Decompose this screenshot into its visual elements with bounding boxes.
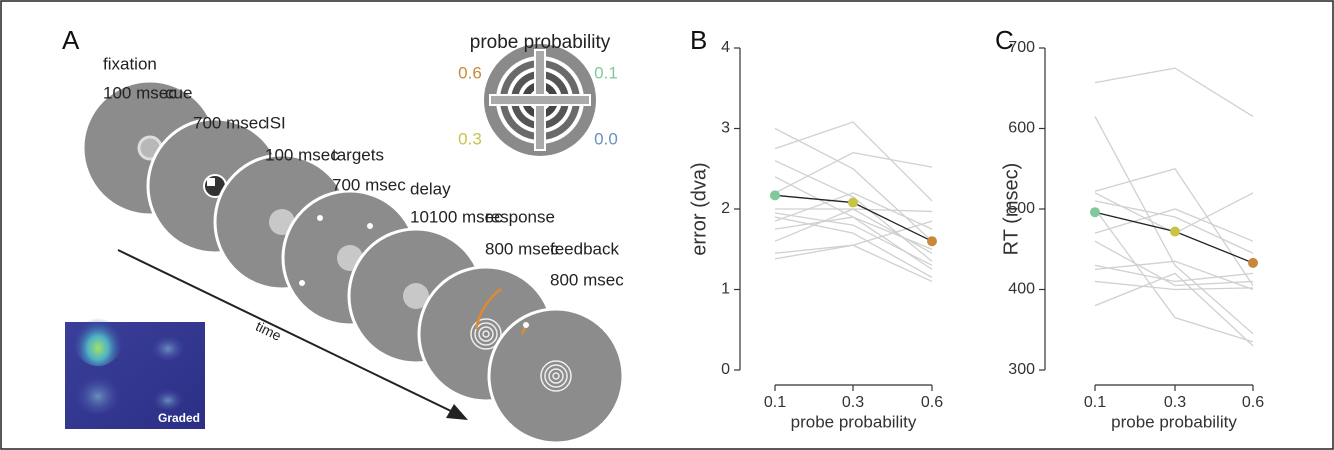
y-tick-label: 500 bbox=[1008, 200, 1035, 217]
subject-line bbox=[1094, 260, 1254, 291]
mean-point bbox=[927, 236, 937, 247]
x-tick-label: 0.1 bbox=[764, 394, 786, 411]
x-tick-label: 0.3 bbox=[842, 394, 864, 411]
subject-line bbox=[1094, 240, 1254, 287]
subject-line bbox=[774, 208, 933, 254]
mean-point bbox=[848, 197, 858, 208]
x-tick-label: 0.3 bbox=[1164, 394, 1186, 411]
y-tick-label: 3 bbox=[721, 120, 730, 137]
y-axis-label: error (dva) bbox=[688, 162, 710, 255]
probe-wheel bbox=[484, 44, 596, 156]
probe-label: 0.3 bbox=[458, 129, 482, 148]
y-tick-label: 4 bbox=[721, 39, 730, 56]
subject-line bbox=[1094, 208, 1254, 343]
subject-line bbox=[1094, 208, 1254, 242]
graded-inset bbox=[65, 306, 205, 429]
y-tick-label: 600 bbox=[1008, 120, 1035, 137]
subject-line bbox=[774, 151, 933, 194]
y-tick-label: 1 bbox=[721, 281, 730, 298]
x-axis-label: probe probability bbox=[791, 412, 917, 431]
subject-line bbox=[774, 160, 933, 262]
response-trace bbox=[474, 288, 502, 330]
probe-ring bbox=[552, 372, 560, 380]
y-tick-label: 2 bbox=[721, 200, 730, 217]
step-duration: 100 msec bbox=[103, 83, 177, 102]
panel-label: C bbox=[995, 25, 1014, 55]
probe-label: 0.0 bbox=[594, 129, 618, 148]
time-arrow bbox=[117, 249, 456, 414]
probe-ring bbox=[548, 368, 564, 384]
mean-point bbox=[1170, 226, 1180, 237]
panel-label: A bbox=[62, 25, 80, 55]
mean-point bbox=[1248, 257, 1258, 268]
target bbox=[367, 223, 373, 229]
trial-sequence bbox=[81, 79, 625, 445]
step-name: ISI bbox=[265, 113, 286, 132]
subject-line bbox=[1094, 272, 1254, 347]
step-name: cue bbox=[165, 83, 192, 102]
mean-point bbox=[1090, 207, 1100, 218]
step-duration: 700 msec bbox=[193, 113, 267, 132]
step-name: response bbox=[485, 207, 555, 226]
step-duration: 700 msec bbox=[332, 175, 406, 194]
cue-quadrant bbox=[207, 178, 215, 186]
probe-label: 0.6 bbox=[458, 63, 482, 82]
subject-line bbox=[774, 127, 933, 242]
trial-disc bbox=[487, 307, 625, 445]
step-duration: 800 msec bbox=[550, 270, 624, 289]
probe-ring bbox=[544, 364, 568, 388]
y-tick-label: 400 bbox=[1008, 281, 1035, 298]
probe-ring bbox=[474, 322, 498, 346]
target bbox=[317, 215, 323, 221]
x-tick-label: 0.6 bbox=[1242, 394, 1264, 411]
feedback-dot bbox=[523, 322, 529, 328]
subject-line bbox=[774, 121, 933, 202]
probe-label: 0.1 bbox=[594, 63, 618, 82]
subject-line bbox=[774, 220, 933, 260]
x-tick-label: 0.6 bbox=[921, 394, 943, 411]
inset-label: Graded bbox=[158, 411, 200, 425]
y-tick-label: 300 bbox=[1008, 361, 1035, 378]
subject-line bbox=[1094, 67, 1254, 117]
probe-ring bbox=[482, 330, 490, 338]
step-name: delay bbox=[410, 179, 451, 198]
subject-line bbox=[1094, 167, 1254, 286]
time-label: time bbox=[253, 318, 284, 344]
mean-line bbox=[1094, 211, 1254, 264]
y-tick-label: 700 bbox=[1008, 39, 1035, 56]
x-axis-label: probe probability bbox=[1111, 412, 1237, 431]
subject-line bbox=[1094, 264, 1254, 283]
subject-line bbox=[1094, 200, 1254, 254]
subject-line bbox=[774, 212, 933, 266]
y-axis-label: RT (msec) bbox=[1000, 163, 1022, 256]
probe-title: probe probability bbox=[470, 32, 611, 53]
target bbox=[299, 280, 305, 286]
subject-line bbox=[774, 216, 933, 278]
step-name: targets bbox=[332, 145, 384, 164]
subject-line bbox=[774, 244, 933, 283]
step-name: feedback bbox=[550, 239, 619, 258]
mean-point bbox=[770, 190, 780, 201]
y-tick-label: 0 bbox=[721, 361, 730, 378]
step-duration: 800 msec bbox=[485, 239, 559, 258]
x-tick-label: 0.1 bbox=[1084, 394, 1106, 411]
subject-line bbox=[1094, 116, 1254, 335]
probe-ring bbox=[478, 326, 494, 342]
probe-ring bbox=[540, 360, 572, 392]
step-duration: 100 msec bbox=[265, 145, 339, 164]
arrow-head bbox=[446, 404, 468, 420]
subject-line bbox=[1094, 280, 1254, 291]
step-name: fixation bbox=[103, 54, 157, 73]
center-disc bbox=[403, 283, 429, 309]
probe-ring bbox=[470, 318, 502, 350]
subject-line bbox=[774, 192, 933, 230]
disc bbox=[487, 307, 625, 445]
panel-label: B bbox=[690, 25, 707, 55]
step-duration: 10100 msec bbox=[410, 207, 503, 226]
